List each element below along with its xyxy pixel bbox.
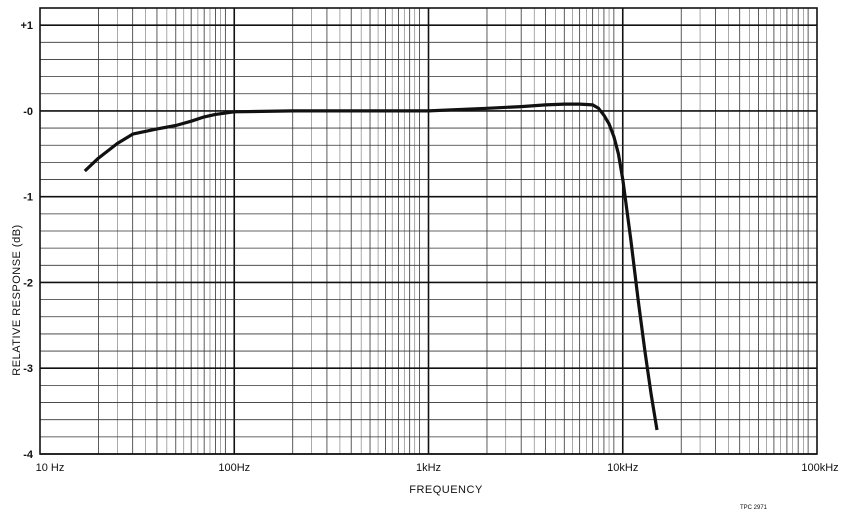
x-tick-label: 100Hz: [218, 462, 250, 474]
y-tick-label: -1: [23, 192, 33, 204]
y-tick-labels: +1 -0 -1 -2 -3 -4: [20, 20, 33, 461]
series-layer: [83, 102, 659, 431]
x-axis-title: FREQUENCY: [409, 484, 483, 496]
figure-reference: TPC 2971: [740, 505, 768, 511]
x-tick-label: 100kHz: [801, 462, 838, 474]
plot-frame: [39, 7, 818, 455]
y-tick-label: -3: [23, 363, 33, 375]
y-tick-label: -0: [23, 106, 33, 118]
series-line-0: [83, 102, 659, 431]
y-axis-title: RELATIVE RESPONSE (dB): [11, 224, 23, 375]
y-tick-label: -4: [23, 449, 34, 461]
x-tick-labels: 10 Hz 100Hz 1kHz 10kHz 100kHz: [36, 462, 839, 474]
y-tick-label: +1: [20, 20, 33, 32]
x-tick-label: 1kHz: [416, 462, 441, 474]
x-tick-label: 10 Hz: [36, 462, 65, 474]
x-tick-label: 10kHz: [607, 462, 638, 474]
grid: [40, 7, 817, 455]
y-tick-label: -2: [23, 277, 33, 289]
